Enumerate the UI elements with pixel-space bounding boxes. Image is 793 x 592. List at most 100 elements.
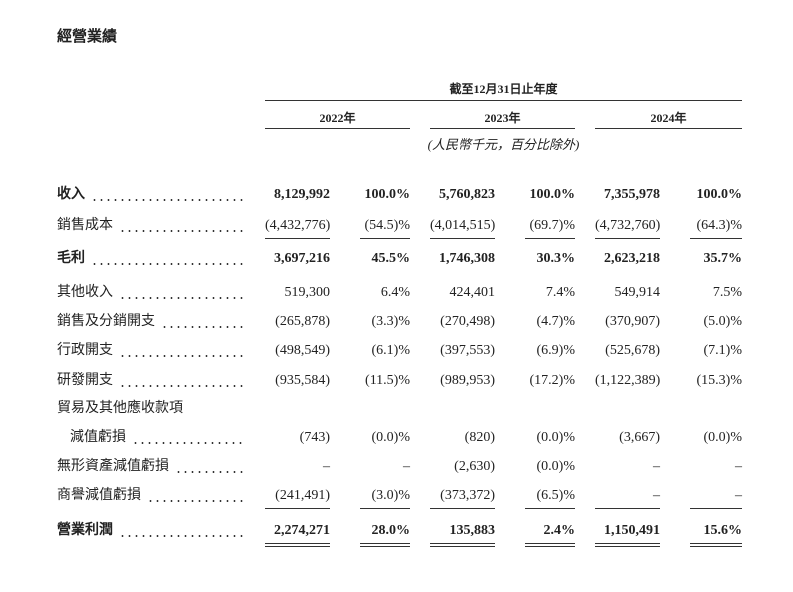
leader-dots [119, 297, 243, 299]
cell: (4.7)% [536, 314, 576, 329]
cell: 1,150,491 [604, 523, 660, 538]
row-label: 毛利 [57, 251, 85, 266]
cell: (397,553) [440, 343, 495, 358]
underline [430, 543, 495, 544]
row-label: 無形資產減值虧損 [57, 459, 169, 474]
title: 經營業績 [57, 29, 118, 45]
cell: (3.3)% [371, 314, 411, 329]
row-label: 商譽減值虧損 [57, 488, 141, 503]
cell: (11.5)% [365, 373, 410, 388]
leader-dots [91, 199, 243, 201]
underline [360, 508, 410, 509]
underline [430, 508, 495, 509]
cell: (64.3)% [696, 218, 743, 233]
cell: (6.5)% [536, 488, 576, 503]
underline [525, 238, 575, 239]
leader-dots [132, 442, 243, 444]
cell: 5,760,823 [439, 187, 495, 202]
cell: 7,355,978 [604, 187, 660, 202]
cell: 8,129,992 [274, 187, 330, 202]
cell: – [653, 459, 660, 474]
period-header: 截至12月31日止年度 [449, 82, 558, 96]
cell: (6.1)% [371, 343, 411, 358]
cell: – [403, 459, 410, 474]
cell: (15.3)% [696, 373, 743, 388]
underline [595, 546, 660, 547]
rule [265, 100, 742, 101]
rule [430, 128, 575, 129]
underline [690, 508, 742, 509]
cell: (4,432,776) [265, 218, 331, 233]
cell: – [735, 488, 742, 503]
cell: (370,907) [605, 314, 660, 329]
underline [265, 508, 330, 509]
cell: – [323, 459, 330, 474]
cell: (0.0)% [536, 459, 576, 474]
underline [265, 546, 330, 547]
cell: (54.5)% [364, 218, 411, 233]
underline [430, 238, 495, 239]
cell: (3.0)% [371, 488, 411, 503]
leader-dots [175, 471, 243, 473]
cell: 7.5% [712, 285, 742, 300]
cell: 100.0% [364, 187, 411, 202]
row-label: 營業利潤 [57, 523, 113, 538]
underline [430, 546, 495, 547]
cell: 35.7% [703, 251, 743, 266]
cell: (989,953) [440, 373, 495, 388]
cell: 6.4% [380, 285, 410, 300]
cell: (820) [464, 430, 495, 445]
cell: 100.0% [696, 187, 743, 202]
cell: (743) [299, 430, 330, 445]
cell: 2.4% [543, 523, 576, 538]
leader-dots [119, 230, 243, 232]
cell: (17.2)% [529, 373, 576, 388]
cell: (265,878) [275, 314, 330, 329]
cell: 7.4% [545, 285, 575, 300]
cell: (0.0)% [703, 430, 743, 445]
underline [525, 546, 575, 547]
cell: 424,401 [449, 285, 496, 300]
cell: 3,697,216 [274, 251, 330, 266]
underline [265, 238, 330, 239]
row-label: 行政開支 [57, 343, 113, 358]
underline [360, 543, 410, 544]
cell: (7.1)% [703, 343, 743, 358]
cell: 2,274,271 [274, 523, 330, 538]
leader-dots [119, 535, 243, 537]
cell: (69.7)% [529, 218, 576, 233]
rule [595, 128, 742, 129]
underline [265, 543, 330, 544]
underline [690, 546, 742, 547]
underline [595, 543, 660, 544]
cell: (0.0)% [371, 430, 411, 445]
leader-dots [161, 326, 243, 328]
leader-dots [91, 263, 243, 265]
row-label: 銷售成本 [57, 218, 113, 233]
cell: (6.9)% [536, 343, 576, 358]
cell: (241,491) [275, 488, 330, 503]
cell: (0.0)% [536, 430, 576, 445]
cell: 2,623,218 [604, 251, 660, 266]
cell: 100.0% [529, 187, 576, 202]
leader-dots [119, 355, 243, 357]
row-label: 貿易及其他應收款項 [57, 401, 183, 416]
cell: – [735, 459, 742, 474]
underline [690, 543, 742, 544]
year-header: 2022年 [319, 111, 356, 125]
cell: 15.6% [703, 523, 743, 538]
unit-note: (人民幣千元，百分比除外) [427, 137, 580, 152]
cell: 519,300 [284, 285, 331, 300]
row-label: 其他收入 [57, 285, 113, 300]
year-header: 2024年 [650, 111, 687, 125]
underline [525, 543, 575, 544]
cell: 45.5% [371, 251, 411, 266]
leader-dots [147, 500, 243, 502]
year-header: 2023年 [484, 111, 521, 125]
cell: (270,498) [440, 314, 495, 329]
underline [360, 546, 410, 547]
underline [690, 238, 742, 239]
cell: (2,630) [454, 459, 495, 474]
cell: 135,883 [449, 523, 496, 538]
underline [360, 238, 410, 239]
